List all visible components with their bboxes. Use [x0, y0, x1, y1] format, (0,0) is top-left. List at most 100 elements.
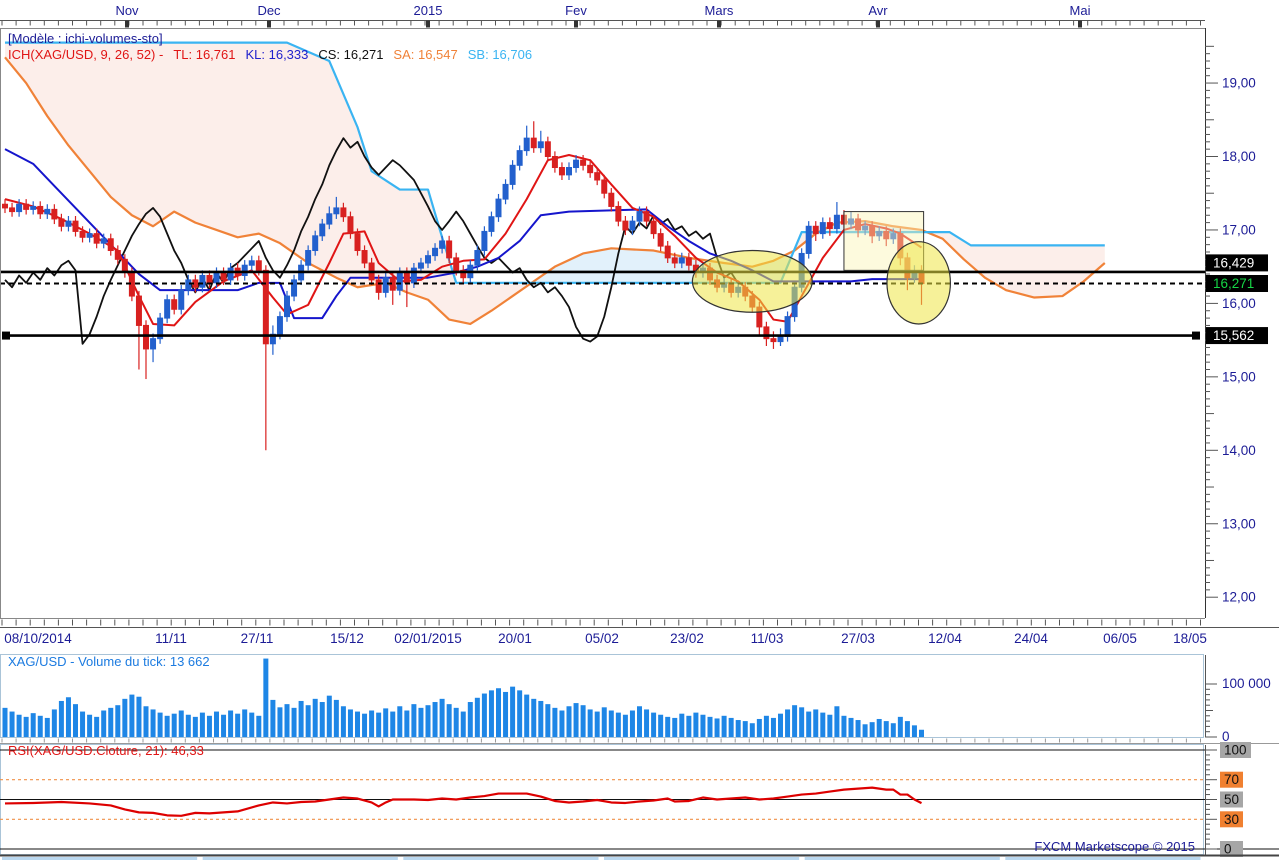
- volume-zero-label: 0: [1222, 729, 1230, 744]
- month-tick: [574, 20, 578, 28]
- volume-bar: [848, 717, 854, 737]
- indicator-value-segment: TL: 16,761: [173, 47, 236, 62]
- month-label: Nov: [115, 3, 139, 18]
- volume-bar: [214, 711, 219, 737]
- scrollbar-segment[interactable]: [202, 857, 398, 860]
- volume-bar: [51, 709, 57, 737]
- candle-body: [474, 250, 481, 266]
- volume-bar: [2, 707, 8, 737]
- date-label: 15/12: [330, 631, 364, 646]
- volume-bar: [827, 714, 833, 737]
- volume-bar: [503, 691, 509, 737]
- volume-bar: [714, 718, 720, 737]
- volume-bar: [735, 720, 741, 737]
- candle-body: [37, 205, 44, 215]
- rsi-panel-title: RSI(XAG/USD.Cloture, 21): 46,33: [8, 743, 204, 758]
- candle-body: [9, 207, 16, 213]
- svg-text:50: 50: [1224, 792, 1239, 807]
- rsi-level-label: 70: [1220, 771, 1243, 788]
- candle-body: [812, 225, 819, 235]
- volume-bar: [108, 707, 114, 737]
- candle-body: [530, 137, 537, 149]
- candle-body: [276, 316, 283, 335]
- candle-body: [262, 269, 269, 345]
- candle-body: [580, 159, 587, 166]
- candle-body: [784, 316, 791, 337]
- candle-body: [636, 211, 643, 222]
- candle-body: [848, 218, 854, 225]
- candle-body: [770, 338, 777, 343]
- date-axis: 08/10/2014 11/11 27/11 15/12 02/01/2015 20/01…: [0, 619, 1279, 646]
- scrollbar-segment[interactable]: [1005, 857, 1201, 860]
- svg-text:16,271: 16,271: [1213, 276, 1254, 291]
- candle-body: [650, 220, 657, 235]
- candle-body: [361, 250, 368, 264]
- scrollbar-segment[interactable]: [804, 857, 1000, 860]
- volume-bar: [552, 707, 558, 737]
- candle-body: [44, 208, 51, 215]
- volume-bar: [390, 711, 396, 737]
- volume-bar: [869, 722, 875, 737]
- volume-bar: [277, 707, 283, 737]
- volume-bar: [841, 715, 847, 737]
- candle-body: [114, 250, 121, 260]
- candle-body: [121, 258, 128, 274]
- volume-max-label: 100 000: [1222, 676, 1271, 691]
- volume-bar: [80, 711, 86, 737]
- candle-body: [833, 214, 840, 229]
- svg-text:100: 100: [1224, 743, 1247, 758]
- svg-text:16,429: 16,429: [1213, 255, 1254, 270]
- volume-bar: [369, 710, 375, 737]
- volume-bar: [333, 699, 339, 737]
- date-label: 12/04: [928, 631, 962, 646]
- candle-body: [509, 164, 516, 185]
- candle-body: [432, 247, 439, 257]
- volume-bar: [672, 717, 678, 737]
- candle-body: [601, 179, 608, 194]
- volume-bar: [376, 712, 382, 737]
- volume-bar: [23, 716, 29, 737]
- volume-bar: [919, 729, 924, 737]
- volume-bar: [820, 712, 826, 737]
- annotation-ellipse[interactable]: [691, 249, 813, 313]
- volume-bar: [235, 713, 241, 737]
- horizontal-scrollbar[interactable]: [2, 857, 1201, 860]
- svg-text:30: 30: [1224, 812, 1239, 827]
- trendline-handle[interactable]: [2, 331, 10, 340]
- candle-body: [537, 141, 544, 149]
- candle-body: [93, 233, 100, 244]
- candle-body: [396, 272, 403, 291]
- volume-panel: 100 000 0: [0, 654, 1279, 744]
- volume-bar: [524, 694, 530, 737]
- candle-body: [551, 156, 558, 169]
- volume-bar: [432, 702, 438, 737]
- volume-bar: [397, 706, 403, 737]
- month-label: Fev: [565, 3, 587, 18]
- price-tag: 15,562: [1206, 327, 1268, 345]
- scrollbar-segment[interactable]: [403, 857, 599, 860]
- indicator-value-segment: KL: 16,333: [245, 47, 309, 62]
- volume-bar: [658, 714, 664, 737]
- volume-bar: [178, 710, 184, 737]
- candle-body: [523, 137, 530, 152]
- trendline-handle[interactable]: [1192, 331, 1200, 340]
- candle-body: [573, 159, 580, 169]
- scrollbar-segment[interactable]: [604, 857, 800, 860]
- candle-body: [248, 260, 255, 266]
- candle-body: [164, 299, 171, 319]
- volume-bar: [792, 705, 798, 737]
- annotation-ellipse[interactable]: [886, 241, 952, 325]
- candle-body: [16, 203, 23, 213]
- month-label: Dec: [257, 3, 281, 18]
- volume-bar: [637, 706, 642, 737]
- fxcm-watermark: FXCM Marketscope © 2015: [1034, 839, 1195, 854]
- scrollbar-segment[interactable]: [2, 857, 198, 860]
- date-label: 23/02: [670, 631, 704, 646]
- volume-bar: [904, 721, 910, 737]
- rsi-level-label: 0: [1220, 841, 1243, 857]
- price-axis: 19,00 18,00 17,00 16,00 15,00 14,00 13,00 12,00…: [1205, 45, 1268, 605]
- candle-body: [107, 238, 114, 252]
- volume-bar: [629, 710, 635, 737]
- candle-body: [883, 230, 890, 240]
- candle-body: [890, 233, 897, 240]
